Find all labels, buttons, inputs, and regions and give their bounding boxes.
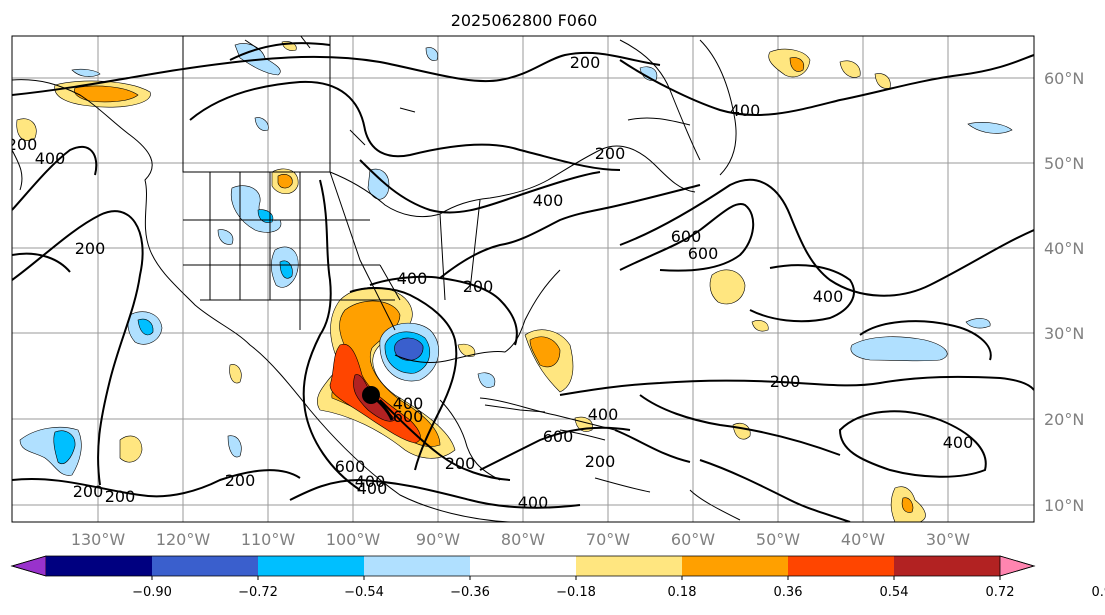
contour-label: 600 [671, 227, 702, 246]
contour-label: 200 [770, 372, 801, 391]
longitude-label: 60°W [671, 530, 715, 549]
colorbar: −0.90 −0.72 −0.54 −0.36 −0.18 0.18 0.36 0.54 0.7… [10, 555, 1105, 600]
map-frame [11, 35, 1035, 523]
contour-label: 200 [7, 135, 38, 154]
longitude-labels: 130°W 120°W 110°W 100°W 90°W 80°W 70°W 60°W 50°W… [71, 530, 970, 549]
longitude-label: 90°W [416, 530, 460, 549]
longitude-label: 40°W [841, 530, 885, 549]
contour-label: 600 [688, 244, 719, 263]
latitude-label: 60°N [1044, 69, 1084, 88]
colorbar-tick-label: −0.36 [450, 585, 490, 600]
contour-label: 200 [225, 471, 256, 490]
colorbar-tick-label: 0.54 [880, 585, 909, 600]
colorbar-tick-label: −0.18 [556, 585, 596, 600]
colorbar-extend-high [999, 555, 1036, 577]
contour-label: 600 [335, 457, 366, 476]
colorbar-segment [894, 556, 1001, 576]
contour-label: 400 [357, 479, 388, 498]
colorbar-tick-label: 0.18 [668, 585, 697, 600]
longitude-label: 100°W [326, 530, 381, 549]
longitude-label: 130°W [71, 530, 126, 549]
colorbar-segment [682, 556, 789, 576]
contour-label: 200 [73, 482, 104, 501]
latitude-label: 50°N [1044, 154, 1084, 173]
colorbar-segment [46, 556, 153, 576]
contour-label: 200 [75, 239, 106, 258]
contour-label: 600 [393, 407, 424, 426]
shaded-field [16, 41, 1013, 522]
colorbar-segment [152, 556, 259, 576]
contour-label: 400 [813, 287, 844, 306]
contour-label: 200 [463, 277, 494, 296]
contour-label: 200 [570, 53, 601, 72]
contour-label: 600 [543, 427, 574, 446]
contour-label: 400 [355, 472, 386, 491]
latitude-labels: 60°N 50°N 40°N 30°N 20°N 10°N [1044, 69, 1084, 515]
contour-label: 200 [445, 454, 476, 473]
latitude-label: 20°N [1044, 410, 1084, 429]
colorbar-tick-label: −0.90 [132, 585, 172, 600]
contour-label: 400 [533, 191, 564, 210]
longitude-label: 50°W [756, 530, 800, 549]
contour-label: 400 [943, 433, 974, 452]
contour-label: 400 [518, 493, 549, 512]
longitude-label: 70°W [586, 530, 630, 549]
colorbar-segment [470, 556, 577, 576]
storm-track [370, 393, 394, 421]
contour-lines [12, 42, 1034, 522]
coastlines [12, 36, 741, 522]
contour-label: 400 [393, 394, 424, 413]
contour-label: 200 [585, 452, 616, 471]
contour-label: 400 [397, 269, 428, 288]
colorbar-segment [788, 556, 895, 576]
contour-label: 200 [595, 144, 626, 163]
longitude-label: 110°W [241, 530, 296, 549]
colorbar-tick-label: 0.36 [774, 585, 803, 600]
contour-label: 400 [35, 149, 66, 168]
latitude-label: 30°N [1044, 324, 1084, 343]
latitude-label: 10°N [1044, 496, 1084, 515]
figure-title: 2025062800 F060 [451, 11, 598, 30]
graticule [12, 36, 1034, 522]
contour-label: 200 [105, 487, 136, 506]
colorbar-tick-label: 0.90 [1092, 585, 1105, 600]
contour-label: 400 [730, 101, 761, 120]
longitude-label: 80°W [501, 530, 545, 549]
colorbar-tick-label: 0.72 [986, 585, 1015, 600]
contour-label: 400 [588, 405, 619, 424]
latitude-label: 40°N [1044, 239, 1084, 258]
colorbar-tick-label: −0.72 [238, 585, 278, 600]
colorbar-extend-low [10, 555, 47, 577]
longitude-label: 120°W [156, 530, 211, 549]
longitude-label: 30°W [926, 530, 970, 549]
colorbar-tick-label: −0.54 [344, 585, 384, 600]
colorbar-segment [258, 556, 365, 576]
colorbar-segment [364, 556, 471, 576]
colorbar-segment [576, 556, 683, 576]
